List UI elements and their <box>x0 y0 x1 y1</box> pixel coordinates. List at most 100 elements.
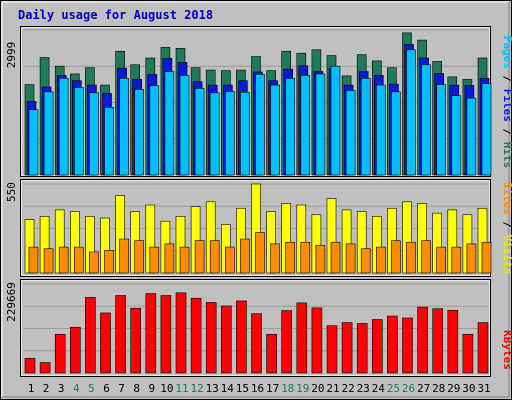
bar-sites-day-undefined <box>164 243 175 274</box>
x-tick-label-day: 23 <box>357 382 370 395</box>
side-label-pages: Pages <box>501 36 512 69</box>
bar-pages-day-3 <box>58 78 69 176</box>
x-tick-label-day: 21 <box>326 382 339 395</box>
bar-sites-day-undefined <box>391 240 401 274</box>
bar-kbytes-day-undefined <box>160 295 172 374</box>
bar-kbytes-day-undefined <box>326 325 338 374</box>
bar-sites-day-undefined <box>119 238 129 274</box>
bar-pages-day-6 <box>104 107 114 176</box>
bar-kbytes-day-undefined <box>115 295 126 374</box>
bar-kbytes-day-undefined <box>145 293 157 374</box>
bar-sites-day-undefined <box>194 240 205 274</box>
bar-pages-day-26 <box>406 49 416 176</box>
bar-sites-day-undefined <box>89 251 99 274</box>
bar-sites-day-undefined <box>255 232 265 274</box>
x-tick-label-day: 12 <box>190 382 203 395</box>
bar-kbytes-day-undefined <box>477 322 489 374</box>
y-tick-label-visits: 550 <box>5 182 18 202</box>
bar-kbytes-day-undefined <box>70 326 81 374</box>
bar-sites-day-undefined <box>28 246 39 274</box>
x-tick-label-day: 17 <box>266 382 279 395</box>
x-tick-label-day: 11 <box>175 382 188 395</box>
bar-pages-day-17 <box>270 84 280 176</box>
bar-sites-day-undefined <box>360 248 371 274</box>
y-tick-label-kbytes: 229669 <box>5 282 18 322</box>
bar-pages-day-2 <box>43 91 54 176</box>
x-tick-label-day: 30 <box>462 382 475 395</box>
bar-sites-day-undefined <box>74 246 84 274</box>
bar-pages-day-30 <box>466 97 477 176</box>
bar-sites-day-undefined <box>330 241 341 274</box>
x-tick-label-day: 4 <box>73 382 80 395</box>
bar-pages-day-5 <box>89 92 99 176</box>
bar-pages-day-10 <box>164 71 175 176</box>
x-tick-label-day: 16 <box>251 382 264 395</box>
bar-kbytes-day-undefined <box>24 357 36 374</box>
bar-kbytes-day-undefined <box>205 302 217 374</box>
bar-pages-day-12 <box>194 88 205 176</box>
x-tick-label-day: 5 <box>88 382 95 395</box>
bar-pages-day-22 <box>345 90 356 176</box>
panel-kbytes: 229669 KBytes <box>5 279 512 377</box>
x-tick-label-day: 25 <box>387 382 400 395</box>
bar-sites-day-undefined <box>436 246 447 274</box>
bar-kbytes-day-undefined <box>356 323 368 374</box>
bar-pages-day-19 <box>300 75 311 176</box>
bar-sites-day-undefined <box>43 248 54 274</box>
x-tick-label-day: 20 <box>311 382 324 395</box>
bar-kbytes-day-undefined <box>371 319 383 374</box>
bar-sites-day-undefined <box>270 243 280 274</box>
bar-kbytes-day-undefined <box>432 308 444 374</box>
x-tick-label-day: 9 <box>148 382 155 395</box>
side-label-hits: Hits <box>501 142 512 169</box>
bar-kbytes-day-undefined <box>130 307 141 374</box>
bar-sites-day-undefined <box>134 240 144 274</box>
x-tick-label-day: 27 <box>417 382 430 395</box>
bar-kbytes-day-undefined <box>387 315 398 374</box>
bar-pages-day-4 <box>74 87 84 176</box>
bar-sites-day-undefined <box>179 246 190 274</box>
bar-kbytes-day-undefined <box>311 307 323 374</box>
side-label-files: Files <box>501 89 512 122</box>
bar-kbytes-day-undefined <box>462 333 474 374</box>
bar-kbytes-day-undefined <box>100 312 111 374</box>
bar-sites-day-undefined <box>315 245 326 274</box>
bar-sites-day-undefined <box>421 240 431 274</box>
bar-kbytes-day-undefined <box>281 310 293 374</box>
bar-kbytes-day-undefined <box>402 317 413 374</box>
x-tick-label-day: 13 <box>206 382 219 395</box>
bar-kbytes-day-undefined <box>39 362 51 374</box>
bar-sites-day-undefined <box>240 238 250 274</box>
bar-kbytes-day-undefined <box>221 305 232 374</box>
bar-pages-day-28 <box>436 84 447 176</box>
bar-sites-day-undefined <box>345 243 356 274</box>
bar-sites-day-undefined <box>225 246 235 274</box>
bar-pages-day-13 <box>209 92 220 176</box>
bar-sites-day-undefined <box>104 250 114 274</box>
panel-frame-middle-highlight <box>21 180 490 276</box>
bar-kbytes-day-undefined <box>266 333 277 374</box>
x-tick-label-day: 1 <box>28 382 35 395</box>
x-tick-label-day: 7 <box>118 382 125 395</box>
bar-pages-day-18 <box>285 78 296 176</box>
bar-pages-day-16 <box>255 74 265 176</box>
bar-pages-day-15 <box>240 92 250 176</box>
panel-frame-middle <box>20 179 491 277</box>
bar-pages-day-24 <box>375 84 386 176</box>
x-tick-label-day: 26 <box>402 382 415 395</box>
side-label-sites: Sites <box>501 182 512 215</box>
bar-pages-day-31 <box>481 83 492 176</box>
bar-kbytes-day-undefined <box>175 292 187 374</box>
bar-sites-day-undefined <box>149 246 160 274</box>
x-tick-label-day: 19 <box>296 382 309 395</box>
bar-sites-day-undefined <box>300 241 311 274</box>
bar-sites-day-undefined <box>406 241 416 274</box>
x-tick-label-day: 31 <box>477 382 490 395</box>
side-label-visits: Visits <box>501 235 512 275</box>
bar-sites-day-undefined <box>58 246 69 274</box>
bar-pages-day-11 <box>179 75 190 176</box>
bar-pages-day-8 <box>134 89 144 176</box>
bar-sites-day-undefined <box>285 241 296 274</box>
bar-kbytes-day-undefined <box>236 300 247 374</box>
